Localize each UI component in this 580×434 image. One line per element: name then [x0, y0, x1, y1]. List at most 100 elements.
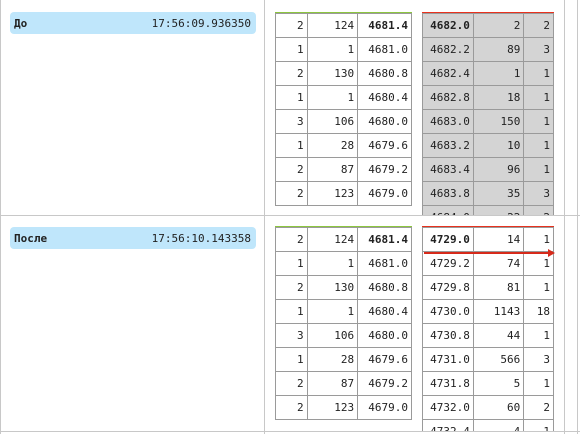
ask-row: 4683.4 96 1 — [422, 157, 554, 182]
ask-price-cell: 4729.2 — [422, 251, 474, 276]
bid-volume-cell: 124 — [306, 227, 359, 252]
bid-orders-cell: 1 — [275, 85, 308, 110]
bid-orders-cell: 2 — [275, 61, 308, 86]
grid-line — [0, 215, 580, 216]
ask-row: 4730.0 1143 18 — [422, 299, 554, 324]
ask-price-cell: 4732.4 — [422, 419, 474, 431]
bid-row: 1 1 4681.0 — [275, 37, 412, 62]
snapshot-label-before: До 17:56:09.936350 — [10, 12, 256, 34]
ask-price-cell: 4732.0 — [422, 395, 474, 420]
bid-row: 2 124 4681.4 — [275, 227, 412, 252]
snapshot-name: После — [14, 231, 48, 245]
bid-price-cell: 4679.6 — [357, 133, 412, 158]
grid-line — [564, 0, 565, 434]
ask-row: 4730.8 44 1 — [422, 323, 554, 348]
ask-price-cell: 4729.8 — [422, 275, 474, 300]
ask-orders-cell: 1 — [523, 109, 554, 134]
bid-volume-cell: 87 — [306, 157, 359, 182]
bid-orders-cell: 2 — [275, 371, 308, 396]
ask-price-cell: 4731.0 — [422, 347, 474, 372]
ask-volume-cell: 4 — [472, 419, 525, 431]
ask-row: 4682.0 2 2 — [422, 13, 554, 38]
bid-volume-cell: 87 — [306, 371, 359, 396]
bid-price-cell: 4680.0 — [357, 323, 412, 348]
bid-price-cell: 4681.4 — [357, 227, 412, 252]
ask-orders-cell: 3 — [523, 347, 554, 372]
ask-volume-cell: 22 — [472, 205, 525, 215]
bid-orders-cell: 1 — [275, 133, 308, 158]
bid-row: 1 1 4680.4 — [275, 299, 412, 324]
bid-orders-cell: 3 — [275, 109, 308, 134]
ask-orders-cell: 1 — [523, 419, 554, 431]
ask-price-cell: 4730.0 — [422, 299, 474, 324]
bid-orders-cell: 3 — [275, 323, 308, 348]
price-jump-arrow — [424, 252, 548, 254]
arrow-head-icon — [548, 249, 555, 257]
ask-orders-cell: 1 — [523, 85, 554, 110]
bid-orders-cell: 2 — [275, 275, 308, 300]
ask-row: 4732.0 60 2 — [422, 395, 554, 420]
bid-volume-cell: 106 — [306, 323, 359, 348]
asks-table-before: 4682.0 2 2 4682.2 89 3 4682.4 1 1 4682.8 18 1 4683.0… — [422, 13, 554, 215]
bid-price-cell: 4680.4 — [357, 299, 412, 324]
ask-orders-cell: 3 — [523, 37, 554, 62]
ask-orders-cell: 2 — [523, 395, 554, 420]
bid-price-cell: 4679.0 — [357, 181, 412, 206]
ask-row: 4729.2 74 1 — [422, 251, 554, 276]
ask-row: 4729.0 14 1 — [422, 227, 554, 252]
bid-volume-cell: 1 — [306, 251, 359, 276]
ask-volume-cell: 1 — [472, 61, 525, 86]
ask-price-cell: 4683.4 — [422, 157, 474, 182]
snapshot-time: 17:56:09.936350 — [151, 16, 251, 30]
bid-price-cell: 4681.0 — [357, 37, 412, 62]
ask-volume-cell: 81 — [472, 275, 525, 300]
bid-price-cell: 4680.8 — [357, 61, 412, 86]
asks-clip-after: 4729.0 14 1 4729.2 74 1 4729.8 81 1 4730.0 1143 18 4… — [422, 227, 556, 431]
ask-volume-cell: 1143 — [472, 299, 525, 324]
grid-line — [264, 0, 265, 434]
bid-volume-cell: 123 — [306, 181, 359, 206]
bid-row: 1 1 4681.0 — [275, 251, 412, 276]
ask-orders-cell: 18 — [523, 299, 554, 324]
bid-volume-cell: 1 — [306, 37, 359, 62]
ask-price-cell: 4682.4 — [422, 61, 474, 86]
ask-row: 4683.0 150 1 — [422, 109, 554, 134]
bid-price-cell: 4679.2 — [357, 157, 412, 182]
bid-price-cell: 4680.0 — [357, 109, 412, 134]
bid-price-cell: 4679.2 — [357, 371, 412, 396]
grid-line — [577, 0, 578, 434]
ask-volume-cell: 74 — [472, 251, 525, 276]
bid-orders-cell: 2 — [275, 13, 308, 38]
ask-price-cell: 4682.2 — [422, 37, 474, 62]
bid-price-cell: 4680.4 — [357, 85, 412, 110]
bid-row: 2 87 4679.2 — [275, 371, 412, 396]
ask-row: 4682.8 18 1 — [422, 85, 554, 110]
ask-orders-cell: 1 — [523, 371, 554, 396]
bid-volume-cell: 1 — [306, 299, 359, 324]
bid-price-cell: 4681.0 — [357, 251, 412, 276]
bid-row: 1 28 4679.6 — [275, 347, 412, 372]
snapshot-time: 17:56:10.143358 — [151, 231, 251, 245]
bid-volume-cell: 130 — [306, 275, 359, 300]
ask-volume-cell: 89 — [472, 37, 525, 62]
ask-orders-cell: 1 — [523, 275, 554, 300]
bid-volume-cell: 28 — [306, 347, 359, 372]
ask-volume-cell: 2 — [472, 13, 525, 38]
ask-price-cell: 4684.0 — [422, 205, 474, 215]
ask-orders-cell: 3 — [523, 181, 554, 206]
grid-line — [0, 431, 580, 432]
bid-row: 2 124 4681.4 — [275, 13, 412, 38]
bid-orders-cell: 2 — [275, 181, 308, 206]
ask-volume-cell: 5 — [472, 371, 525, 396]
bid-price-cell: 4679.6 — [357, 347, 412, 372]
bid-volume-cell: 130 — [306, 61, 359, 86]
bids-table-before: 2 124 4681.4 1 1 4681.0 2 130 4680.8 1 1 4680.4 3 106… — [275, 13, 412, 206]
ask-price-cell: 4683.0 — [422, 109, 474, 134]
bid-orders-cell: 1 — [275, 299, 308, 324]
bid-price-cell: 4679.0 — [357, 395, 412, 420]
bid-price-cell: 4680.8 — [357, 275, 412, 300]
bid-volume-cell: 124 — [306, 13, 359, 38]
bid-orders-cell: 2 — [275, 157, 308, 182]
ask-orders-cell: 1 — [523, 323, 554, 348]
ask-row: 4683.2 10 1 — [422, 133, 554, 158]
